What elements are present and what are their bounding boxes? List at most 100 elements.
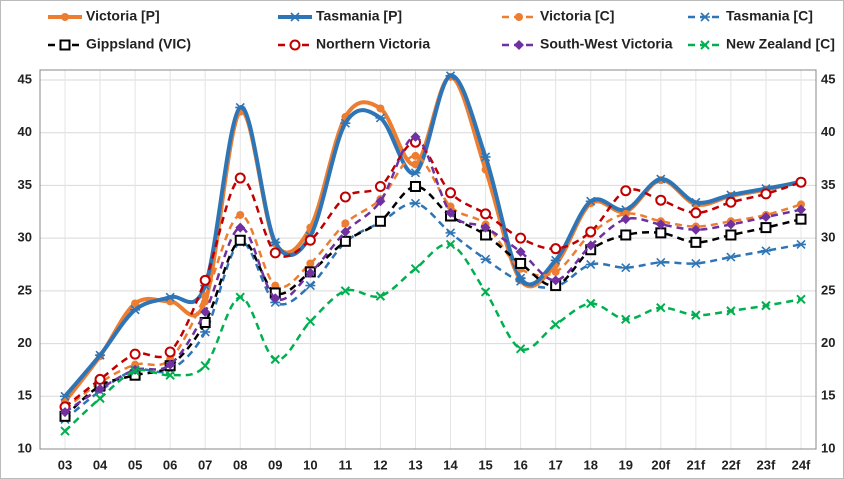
marker	[305, 316, 316, 327]
marker	[796, 204, 806, 215]
legend-marker	[514, 40, 524, 50]
x-tick-label: 07	[198, 457, 212, 472]
marker	[235, 102, 246, 112]
x-tick-label: 21f	[686, 457, 705, 472]
marker	[550, 319, 561, 330]
marker	[690, 197, 701, 207]
marker	[445, 187, 457, 199]
marker	[340, 286, 351, 296]
y-tick-label: 35	[18, 177, 32, 192]
marker	[339, 191, 351, 203]
marker	[725, 229, 737, 241]
marker	[760, 212, 771, 223]
marker	[797, 200, 805, 209]
marker	[339, 235, 351, 247]
marker	[234, 172, 246, 184]
marker	[60, 391, 70, 401]
legend-label: Tasmania [P]	[316, 8, 402, 24]
series-line	[64, 202, 802, 421]
marker	[761, 300, 771, 311]
y2-tick-label: 30	[821, 230, 835, 245]
legend-label: South-West Victoria	[540, 36, 673, 52]
x-tick-label: 20f	[651, 457, 670, 472]
marker	[551, 267, 560, 276]
marker	[236, 210, 245, 219]
marker	[375, 113, 386, 123]
marker	[235, 292, 245, 302]
x-tick-label: 15	[478, 457, 492, 472]
marker	[305, 267, 316, 278]
marker	[375, 291, 386, 301]
y-tick-label: 40	[18, 124, 32, 139]
series-line	[64, 185, 802, 418]
y2-tick-label: 10	[821, 440, 835, 455]
marker	[129, 348, 141, 360]
marker	[95, 350, 106, 360]
legend-marker	[61, 13, 69, 21]
marker	[410, 131, 421, 142]
marker	[620, 214, 631, 225]
marker	[725, 219, 736, 230]
marker	[656, 303, 666, 313]
marker	[515, 232, 527, 244]
x-tick-label: 04	[93, 457, 108, 472]
x-tick-label: 11	[339, 457, 353, 472]
legend: Victoria [P] Tasmania [P] Victoria [C] Tasm…	[48, 8, 835, 52]
legend-label: Gippsland (VIC)	[86, 36, 191, 52]
marker	[655, 194, 667, 206]
marker	[655, 219, 666, 230]
marker	[445, 207, 456, 218]
y-tick-label: 30	[18, 230, 32, 245]
marker	[201, 292, 210, 301]
marker	[164, 346, 176, 358]
marker	[304, 234, 316, 246]
marker	[376, 104, 385, 113]
marker	[446, 202, 455, 211]
legend-marker	[290, 12, 300, 22]
marker	[411, 160, 420, 169]
series-line	[64, 242, 802, 432]
marker	[550, 255, 561, 265]
x-tick-label: 23f	[757, 457, 776, 472]
marker	[621, 314, 631, 325]
marker	[130, 366, 140, 376]
marker	[270, 354, 280, 365]
marker	[585, 226, 597, 238]
marker	[95, 383, 106, 394]
marker	[620, 185, 632, 197]
marker	[795, 213, 807, 225]
marker	[515, 344, 526, 354]
y-tick-label: 45	[18, 71, 32, 86]
marker	[374, 215, 386, 227]
marker	[655, 174, 666, 184]
marker	[340, 226, 351, 237]
marker	[270, 293, 281, 304]
marker	[410, 168, 421, 178]
marker	[585, 196, 596, 206]
marker	[340, 118, 351, 128]
marker	[690, 207, 702, 219]
marker	[411, 151, 420, 160]
legend-marker	[700, 40, 710, 50]
marker	[585, 240, 596, 251]
marker	[621, 209, 630, 218]
marker	[445, 71, 456, 81]
marker	[235, 222, 246, 233]
marker	[480, 222, 491, 233]
legend-label: New Zealand [C]	[726, 36, 835, 52]
marker	[480, 287, 491, 297]
marker	[690, 236, 702, 248]
plot	[59, 71, 807, 436]
marker	[796, 294, 806, 304]
y2-tick-label: 45	[821, 71, 835, 86]
marker	[60, 407, 70, 418]
marker	[760, 246, 771, 256]
x-tick-label: 14	[443, 457, 458, 472]
marker	[445, 228, 456, 238]
marker	[655, 257, 666, 267]
marker	[165, 292, 176, 302]
marker	[130, 305, 141, 315]
marker	[94, 373, 106, 385]
marker	[95, 393, 105, 404]
legend-marker	[59, 39, 71, 51]
